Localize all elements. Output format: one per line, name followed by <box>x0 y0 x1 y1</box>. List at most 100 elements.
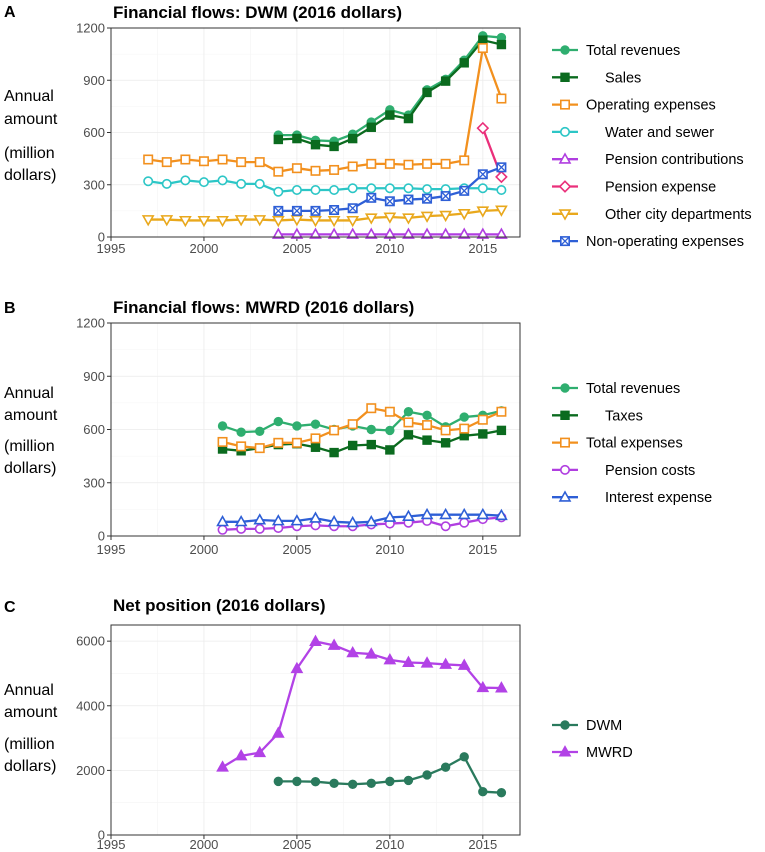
y-tick-label: 0 <box>98 828 105 843</box>
legend-label: Total revenues <box>586 381 680 397</box>
data-point <box>310 205 321 216</box>
data-point <box>292 133 302 144</box>
data-point <box>422 435 432 445</box>
data-point <box>403 183 414 194</box>
data-point <box>457 227 471 239</box>
series-line <box>222 409 502 434</box>
data-point <box>422 184 433 195</box>
data-point <box>254 157 265 168</box>
data-point <box>310 165 321 176</box>
legend-item: Total expenses <box>552 436 683 452</box>
x-tick-label: 1995 <box>97 241 126 256</box>
data-point <box>403 417 414 428</box>
data-point <box>310 433 321 444</box>
data-point <box>495 227 508 239</box>
data-point <box>291 205 302 216</box>
data-point <box>141 215 155 227</box>
data-point <box>217 154 228 165</box>
data-point <box>366 778 376 789</box>
legend-label: Other city departments <box>605 207 752 223</box>
data-point <box>495 170 508 184</box>
panel-title: Net position (2016 dollars) <box>113 596 326 615</box>
data-point <box>476 121 490 135</box>
data-point <box>271 215 285 228</box>
data-point <box>457 507 471 520</box>
data-point <box>422 87 432 98</box>
data-point <box>384 183 395 194</box>
data-point <box>271 514 285 526</box>
data-point <box>143 154 154 165</box>
data-point <box>422 158 433 169</box>
y-tick-label: 4000 <box>76 698 105 713</box>
data-point <box>366 424 376 435</box>
data-point <box>271 227 285 239</box>
y-tick-label: 300 <box>83 475 105 490</box>
data-point <box>366 183 377 194</box>
legend-key-marker <box>559 437 570 448</box>
y-axis-label: dollars) <box>4 460 56 477</box>
data-point <box>329 447 339 458</box>
legend-key-marker <box>558 745 572 757</box>
data-point <box>290 514 304 526</box>
plot-area <box>110 625 520 836</box>
legend-label: Pension costs <box>605 463 695 479</box>
panel-b: B Financial flows: MWRD (2016 dollars) Ann… <box>4 298 712 557</box>
series-non-operating-expenses <box>273 162 507 216</box>
data-point <box>440 521 451 532</box>
data-point <box>496 425 507 436</box>
legend-label: Sales <box>605 70 641 86</box>
legend: Total revenues Sales Operating expenses Wat… <box>552 43 752 250</box>
x-tick-label: 2000 <box>189 241 218 256</box>
data-point <box>459 752 469 762</box>
data-point <box>459 412 469 422</box>
panel-title: Financial flows: MWRD (2016 dollars) <box>113 298 414 317</box>
data-point <box>347 440 358 451</box>
y-axis-label: (million <box>4 736 55 753</box>
data-point <box>346 227 360 239</box>
plot-area <box>110 27 520 238</box>
legend-label: Operating expenses <box>586 98 716 114</box>
y-axis-label: (million <box>4 438 55 455</box>
legend-item: Pension contributions <box>552 152 744 168</box>
legend-key-marker <box>558 180 572 193</box>
data-point <box>459 155 470 166</box>
series-dwm <box>273 752 507 798</box>
panel-letter: A <box>4 4 16 21</box>
data-point <box>403 159 414 170</box>
data-point <box>402 213 415 225</box>
panel-letter: B <box>4 300 16 317</box>
y-tick-label: 600 <box>83 125 105 140</box>
data-point <box>161 178 172 189</box>
data-point <box>496 787 507 798</box>
x-tick-label: 2010 <box>375 241 404 256</box>
data-point <box>366 192 377 203</box>
data-point <box>478 787 488 797</box>
legend: DWM MWRD <box>552 718 633 761</box>
data-point <box>327 514 341 527</box>
panel-letter: C <box>4 599 16 616</box>
plot-border <box>110 624 521 836</box>
data-point <box>346 645 360 658</box>
legend-label: MWRD <box>586 745 633 761</box>
data-point <box>383 510 397 522</box>
legend-label: Total expenses <box>586 436 683 452</box>
series-line <box>222 516 502 531</box>
data-point <box>273 134 284 145</box>
y-tick-label: 1200 <box>76 316 105 331</box>
y-tick-label: 2000 <box>76 763 105 778</box>
legend-item: Non-operating expenses <box>552 234 744 250</box>
data-point <box>439 227 453 239</box>
data-point <box>383 653 397 665</box>
data-point <box>273 205 284 216</box>
data-point <box>236 441 247 452</box>
data-point <box>459 423 470 434</box>
data-point <box>290 661 304 674</box>
data-point <box>440 191 451 202</box>
legend-label: Total revenues <box>586 43 680 59</box>
data-point <box>420 656 434 668</box>
data-point <box>309 227 322 239</box>
series-sales <box>273 35 507 152</box>
data-point <box>216 760 229 772</box>
data-point <box>459 185 470 196</box>
data-point <box>329 205 340 216</box>
